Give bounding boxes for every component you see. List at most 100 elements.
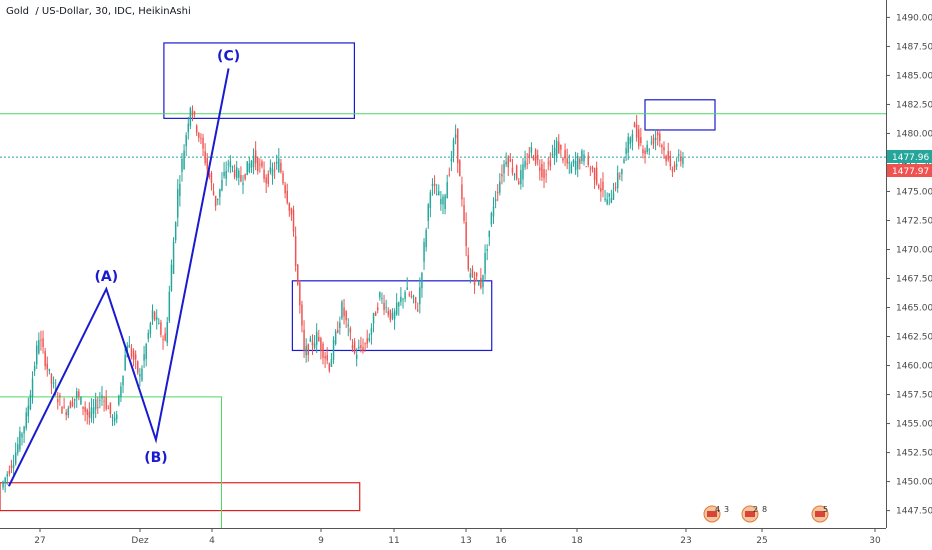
candle-body: [663, 147, 665, 151]
candle-body: [99, 399, 101, 401]
candle-body: [589, 168, 592, 170]
candle-body: [166, 321, 168, 343]
event-count: 4: [715, 505, 720, 514]
event-count: 5: [823, 505, 828, 514]
candle-body: [214, 195, 217, 207]
candle-body: [29, 394, 32, 410]
candle-body: [44, 351, 46, 367]
candle-body: [320, 338, 322, 351]
candle-body: [673, 165, 676, 170]
candle-body: [423, 242, 425, 262]
candle-body: [520, 170, 522, 185]
candle-body: [337, 329, 339, 333]
candle-body: [406, 287, 408, 290]
candle-body: [332, 340, 335, 360]
candle-body: [240, 175, 242, 182]
candle-body: [566, 158, 568, 164]
candle-body: [543, 169, 545, 179]
y-tick-label: 1480.00: [896, 129, 932, 139]
y-tick-label: 1477.50: [896, 158, 932, 168]
candle-body: [40, 339, 42, 341]
candle-body: [69, 402, 72, 409]
candle-body: [591, 166, 594, 169]
candle-body: [65, 412, 67, 416]
candle-body: [31, 378, 34, 397]
candle-body: [143, 354, 145, 361]
candle-body: [297, 264, 299, 285]
candle-body: [661, 145, 663, 148]
candle-body: [665, 155, 667, 162]
candle-body: [452, 140, 455, 157]
candle-body: [490, 213, 493, 225]
candle-body: [431, 184, 434, 186]
candle-body: [48, 368, 51, 371]
candle-body: [488, 230, 491, 237]
candle-body: [229, 161, 232, 168]
candle-body: [496, 192, 499, 194]
candle-body: [206, 157, 208, 170]
candle-body: [545, 174, 547, 176]
candle-body: [372, 313, 375, 324]
candle-body: [400, 296, 402, 303]
candle-body: [360, 345, 362, 349]
candle-body: [526, 163, 528, 165]
candle-body: [536, 154, 539, 161]
candle-body: [513, 174, 516, 176]
candle-body: [435, 194, 438, 196]
candle-body: [141, 368, 143, 381]
candle-body: [610, 197, 613, 203]
wave-line: [7, 68, 230, 487]
candle-body: [27, 405, 30, 417]
candle-body: [309, 338, 312, 342]
candle-body: [86, 409, 88, 415]
candle-body: [675, 163, 678, 167]
candle-body: [465, 221, 467, 247]
candle-body: [94, 399, 97, 410]
candle-body: [574, 160, 577, 171]
candle-body: [408, 294, 411, 296]
candle-body: [524, 160, 526, 168]
candle-body: [198, 133, 200, 138]
candle-body: [238, 170, 240, 178]
candle-body: [130, 347, 133, 358]
candle-body: [558, 141, 560, 154]
event-flag-stripe: [707, 511, 717, 517]
candle-body: [19, 431, 21, 450]
candle-body: [629, 137, 632, 145]
candle-body: [191, 110, 194, 116]
candle-body: [507, 156, 509, 168]
candle-body: [80, 396, 82, 405]
candle-body: [223, 171, 225, 177]
symbol-name[interactable]: Gold: [6, 6, 29, 17]
candle-body: [440, 199, 442, 205]
candle-body: [307, 344, 310, 356]
candle-body: [275, 161, 278, 164]
candle-body: [115, 414, 118, 419]
candle-body: [23, 426, 25, 434]
candle-body: [109, 402, 112, 414]
candle-body: [318, 336, 320, 341]
candle-body: [204, 151, 206, 164]
candle-body: [385, 306, 387, 308]
candle-body: [444, 195, 446, 210]
candle-body: [560, 144, 562, 150]
candle-body: [147, 333, 150, 339]
price-tag-label: 1477.97: [892, 167, 929, 177]
candle-body: [353, 341, 356, 353]
wave-c-top-box: [163, 42, 356, 119]
price-tag: [887, 150, 932, 163]
y-tick-label: 1485.00: [896, 71, 932, 81]
event-flag-stripe: [745, 511, 755, 517]
x-tick-label: 11: [388, 536, 399, 546]
candle-body: [84, 406, 86, 412]
candle-body: [315, 331, 318, 345]
candle-body: [635, 124, 638, 138]
candle-body: [608, 193, 611, 197]
candle-body: [572, 159, 575, 164]
candle-body: [67, 408, 70, 416]
y-tick-label: 1457.50: [896, 391, 932, 401]
candle-body: [416, 309, 419, 311]
candle-body: [46, 363, 48, 369]
candle-body: [678, 154, 680, 156]
